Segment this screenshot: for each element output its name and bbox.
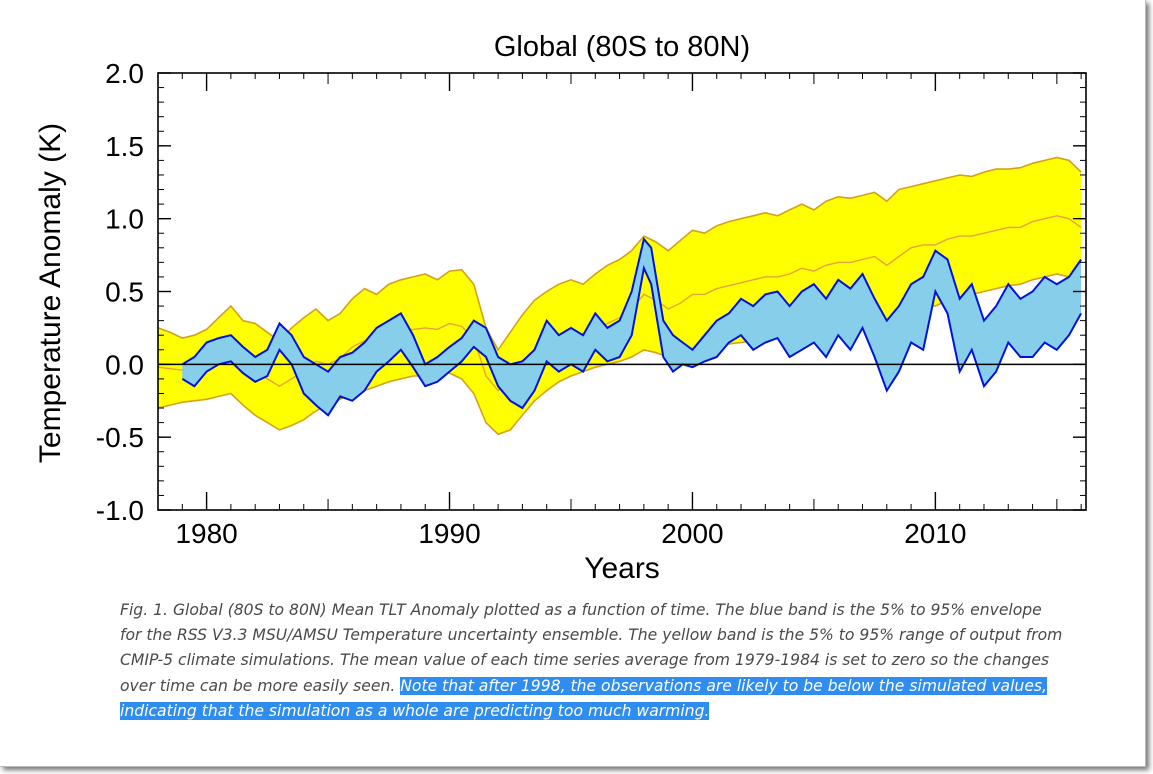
model-band-upper-edge: [157, 156, 1082, 352]
observation-band-lower-edge: [181, 264, 1082, 417]
figure-caption: Fig. 1. Global (80S to 80N) Mean TLT Ano…: [120, 598, 1065, 724]
y-tick-label: 1.0: [105, 204, 144, 235]
y-axis-label: Temperature Anomaly (K): [34, 123, 67, 463]
x-tick-label: 1990: [418, 518, 480, 549]
model-band-fill: [158, 157, 1082, 435]
bands-layer: [157, 156, 1082, 436]
y-tick-label: 2.0: [105, 58, 144, 89]
x-tick-label: 1980: [175, 518, 237, 549]
caption-text: Fig. 1. Global (80S to 80N) Mean TLT Ano…: [120, 601, 1063, 695]
y-tick-label: 1.5: [105, 131, 144, 162]
y-tick-label: 0.5: [105, 277, 144, 308]
x-tick-label: 2010: [904, 518, 966, 549]
x-tick-label: 2000: [661, 518, 723, 549]
y-tick-label: -0.5: [96, 422, 144, 453]
x-axis-label: Years: [584, 552, 660, 585]
chart-title: Global (80S to 80N): [494, 31, 750, 63]
axes-layer: -1.0 -0.5 0.0 0.5 1.0 1.5 2.0 1980 1990 2000 2010: [96, 58, 1087, 549]
observation-band-fill: [182, 239, 1082, 416]
y-tick-label: 0.0: [105, 349, 144, 380]
y-tick-label: -1.0: [96, 495, 144, 526]
